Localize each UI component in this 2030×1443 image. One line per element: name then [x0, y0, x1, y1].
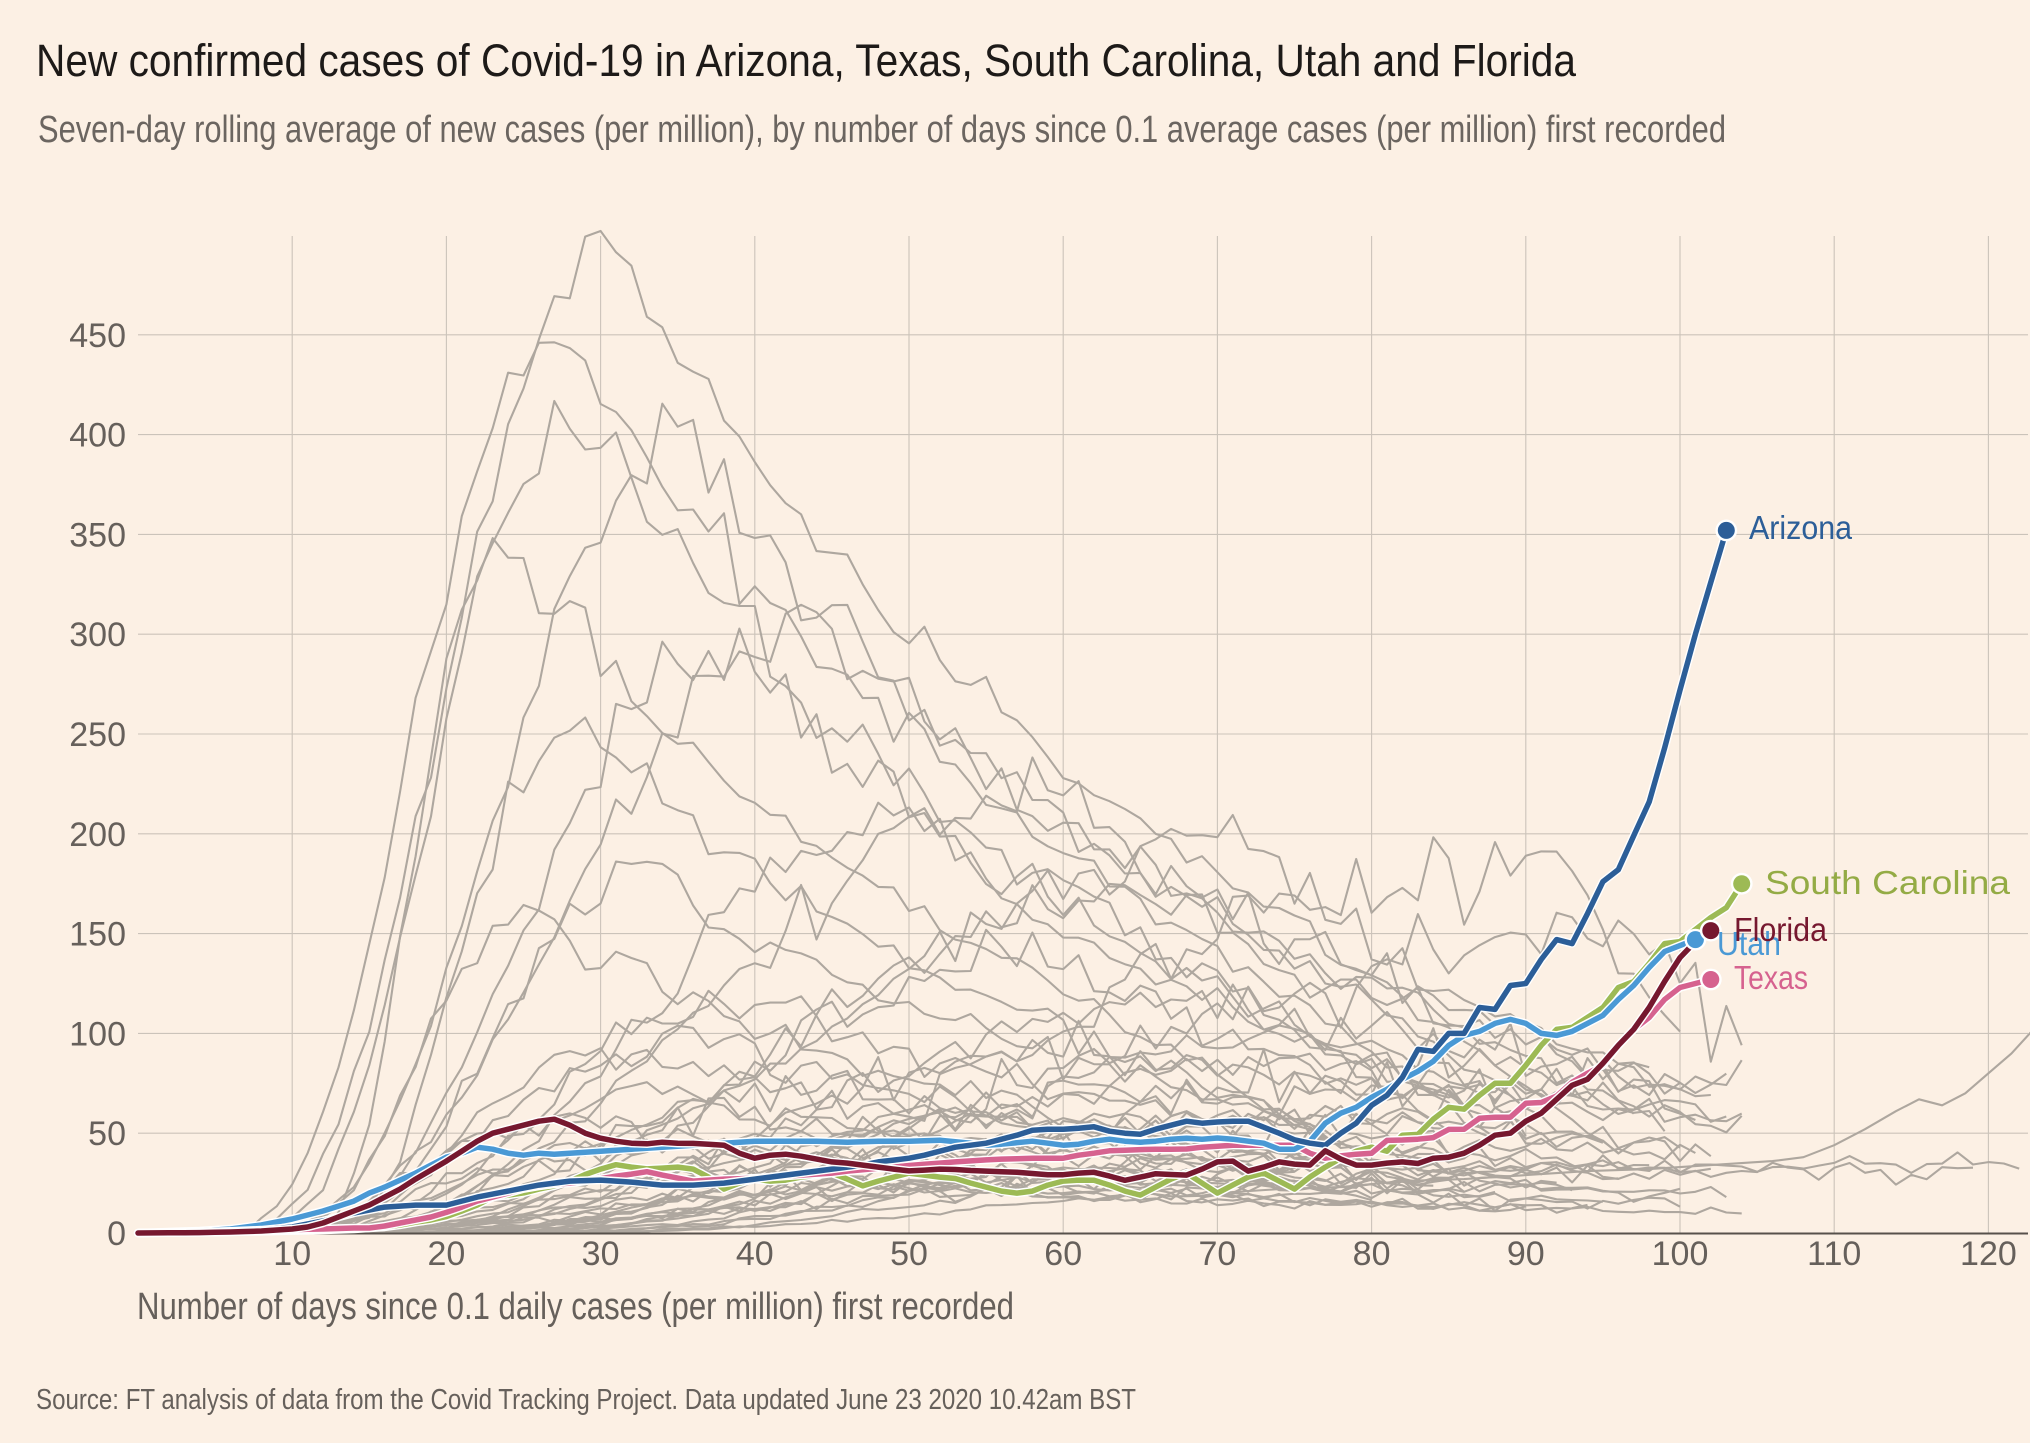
- svg-text:50: 50: [890, 1235, 928, 1273]
- svg-text:10: 10: [273, 1235, 311, 1273]
- svg-text:100: 100: [69, 1015, 126, 1053]
- svg-text:Florida: Florida: [1734, 911, 1828, 948]
- svg-text:Utah: Utah: [1717, 925, 1781, 962]
- svg-text:New confirmed cases of Covid-1: New confirmed cases of Covid-19 in Arizo…: [36, 35, 1577, 86]
- svg-text:0: 0: [107, 1215, 126, 1253]
- svg-text:120: 120: [1960, 1235, 2017, 1273]
- svg-text:90: 90: [1507, 1235, 1545, 1273]
- svg-text:100: 100: [1652, 1235, 1709, 1273]
- svg-text:350: 350: [69, 516, 126, 554]
- svg-text:300: 300: [69, 616, 126, 654]
- svg-text:60: 60: [1044, 1235, 1082, 1273]
- svg-text:50: 50: [88, 1115, 126, 1153]
- svg-text:200: 200: [69, 816, 126, 854]
- svg-text:40: 40: [736, 1235, 774, 1273]
- svg-text:30: 30: [582, 1235, 620, 1273]
- svg-text:Texas: Texas: [1734, 959, 1808, 996]
- svg-text:70: 70: [1198, 1235, 1236, 1273]
- svg-text:South Carolina: South Carolina: [1765, 864, 2011, 901]
- svg-text:450: 450: [69, 317, 126, 355]
- svg-text:400: 400: [69, 417, 126, 455]
- svg-text:Source: FT analysis of data fr: Source: FT analysis of data from the Cov…: [36, 1384, 1136, 1416]
- svg-text:80: 80: [1353, 1235, 1391, 1273]
- svg-text:Seven-day rolling average of n: Seven-day rolling average of new cases (…: [38, 109, 1726, 151]
- svg-text:Arizona: Arizona: [1749, 509, 1853, 546]
- svg-text:Number of days since 0.1 daily: Number of days since 0.1 daily cases (pe…: [137, 1286, 1014, 1328]
- svg-text:250: 250: [69, 716, 126, 754]
- svg-text:20: 20: [427, 1235, 465, 1273]
- svg-text:150: 150: [69, 916, 126, 954]
- svg-text:110: 110: [1807, 1235, 1861, 1273]
